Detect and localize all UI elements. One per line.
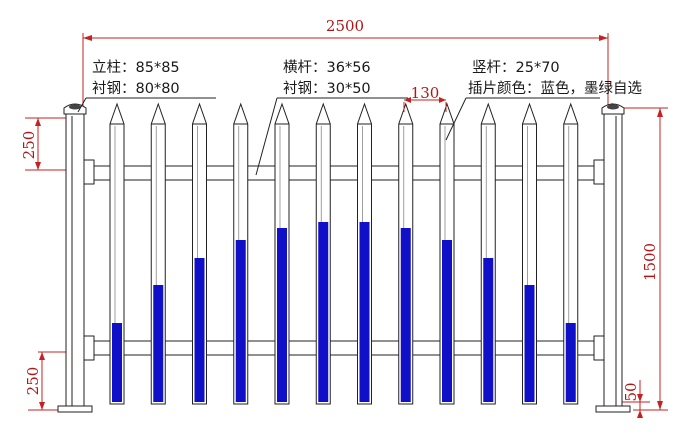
picket xyxy=(480,102,496,405)
blue-insert xyxy=(112,323,122,402)
picket xyxy=(150,102,166,405)
blue-insert xyxy=(194,258,205,402)
left-post xyxy=(57,103,95,413)
picket xyxy=(315,102,331,405)
blue-insert xyxy=(400,228,411,402)
picket xyxy=(522,102,537,405)
blue-insert xyxy=(235,240,246,402)
bottom-gap-dimension: 50 xyxy=(622,380,650,418)
rail-spec: 横杆：36*56 xyxy=(283,59,371,76)
blue-insert xyxy=(153,285,164,402)
post-lining-spec: 衬钢：80*80 xyxy=(92,80,180,97)
bottom-offset-label: 250 xyxy=(24,367,42,396)
pickets xyxy=(109,102,620,405)
picket-spec: 竖杆：25*70 xyxy=(472,59,560,76)
total-width-label: 2500 xyxy=(326,17,364,35)
picket xyxy=(357,102,372,405)
picket xyxy=(439,102,455,405)
top-offset-dimension: 250 xyxy=(20,117,92,171)
blue-insert xyxy=(318,222,329,402)
picket xyxy=(398,102,414,405)
total-height-label: 1500 xyxy=(641,243,659,281)
picket xyxy=(192,102,207,405)
width-dimension: 2500 xyxy=(82,17,609,108)
top-offset-label: 250 xyxy=(20,131,38,160)
post-annotation: 立柱：85*85 衬钢：80*80 xyxy=(77,59,216,113)
blue-insert xyxy=(277,228,287,402)
picket xyxy=(563,102,579,405)
right-post xyxy=(593,103,631,413)
picket xyxy=(109,102,125,405)
blue-insert xyxy=(442,240,452,402)
picket xyxy=(274,102,290,405)
bottom-gap-label: 50 xyxy=(622,382,640,401)
post-spec: 立柱：85*85 xyxy=(92,59,180,76)
picket-annotation: 竖杆：25*70 插片颜色：蓝色，墨绿自选 xyxy=(445,59,642,141)
blue-insert xyxy=(483,258,494,402)
blue-insert xyxy=(565,323,576,402)
picket-spacing-dimension: 130 xyxy=(403,84,447,112)
blue-insert xyxy=(359,222,370,402)
insert-color-spec: 插片颜色：蓝色，墨绿自选 xyxy=(468,80,642,97)
picket xyxy=(233,102,249,405)
blue-insert xyxy=(524,285,535,402)
height-dimension: 1500 xyxy=(615,107,668,411)
rail-lining-spec: 衬钢：30*50 xyxy=(283,80,371,97)
picket-spacing-label: 130 xyxy=(411,84,440,102)
rail-annotation: 横杆：36*56 衬钢：30*50 xyxy=(255,59,408,176)
